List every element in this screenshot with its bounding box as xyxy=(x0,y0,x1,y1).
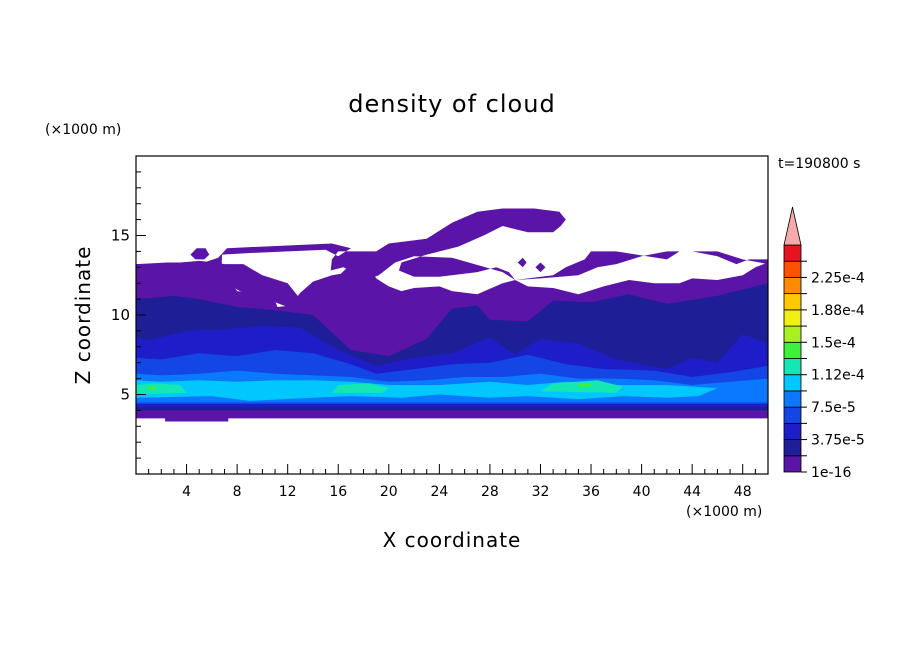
y-tick-label: 5 xyxy=(120,386,130,404)
colorbar-swatch xyxy=(783,325,802,343)
x-tick-label: 48 xyxy=(734,484,752,500)
colorbar-swatch xyxy=(783,374,802,392)
contour-region-upper-cloud xyxy=(165,208,768,422)
x-tick-label: 12 xyxy=(279,484,297,500)
y-tick-label: 10 xyxy=(111,306,130,324)
contour-region-small-blob-b xyxy=(517,257,527,268)
contour-region-small-blob-c xyxy=(535,262,546,273)
colorbar-swatch xyxy=(783,309,802,327)
x-tick-label: 16 xyxy=(329,484,347,500)
colorbar-label: 7.5e-5 xyxy=(811,400,856,416)
time-label: t=190800 s xyxy=(778,156,860,172)
colorbar-label: 1e-16 xyxy=(811,465,851,481)
colorbar-swatch xyxy=(783,293,802,311)
x-tick-label: 44 xyxy=(683,484,701,500)
colorbar-label: 1.5e-4 xyxy=(811,335,856,351)
contour-region-core-d xyxy=(148,386,157,390)
x-tick-label: 20 xyxy=(380,484,398,500)
x-tick-label: 32 xyxy=(532,484,550,500)
x-axis: 4 8 12 16 20 24 28 32 36 40 44 48 xyxy=(148,464,756,500)
colorbar-extend-arrow xyxy=(783,206,802,246)
x-tick-label: 4 xyxy=(182,484,191,500)
contour-region-core-b xyxy=(331,383,389,393)
colorbar: 1e-16 3.75e-5 7.5e-5 1.12e-4 1.5e-4 1.88e-4 2.… xyxy=(783,206,865,481)
chart-title: density of cloud xyxy=(348,90,555,118)
colorbar-label: 1.12e-4 xyxy=(811,368,865,384)
colorbar-swatch xyxy=(783,390,802,408)
colorbar-swatch xyxy=(783,422,802,440)
colorbar-swatch xyxy=(783,406,802,424)
y-tick-label: 15 xyxy=(111,227,130,245)
colorbar-swatch xyxy=(783,277,802,295)
y-unit-label: (×1000 m) xyxy=(45,122,121,138)
colorbar-swatch xyxy=(783,244,802,262)
y-axis-label: Z coordinate xyxy=(71,246,95,385)
x-tick-label: 40 xyxy=(633,484,651,500)
contour-regions xyxy=(136,208,768,422)
contour-region-small-blob-a xyxy=(190,248,210,260)
colorbar-label: 1.88e-4 xyxy=(811,303,865,319)
y-axis: 5 10 15 xyxy=(111,171,146,459)
colorbar-label: 3.75e-5 xyxy=(811,433,865,449)
x-tick-label: 36 xyxy=(582,484,600,500)
colorbar-label: 2.25e-4 xyxy=(811,270,865,286)
colorbar-swatch xyxy=(783,341,802,359)
colorbar-swatch xyxy=(783,439,802,457)
x-tick-label: 28 xyxy=(481,484,499,500)
contour-region-core-e xyxy=(578,383,591,387)
x-axis-label: X coordinate xyxy=(383,528,522,552)
x-tick-label: 24 xyxy=(430,484,448,500)
contour-region-core-a xyxy=(136,383,187,395)
colorbar-swatch xyxy=(783,455,802,473)
colorbar-swatch xyxy=(783,260,802,278)
x-tick-label: 8 xyxy=(233,484,242,500)
x-unit-label: (×1000 m) xyxy=(686,504,762,520)
colorbar-swatch xyxy=(783,358,802,376)
